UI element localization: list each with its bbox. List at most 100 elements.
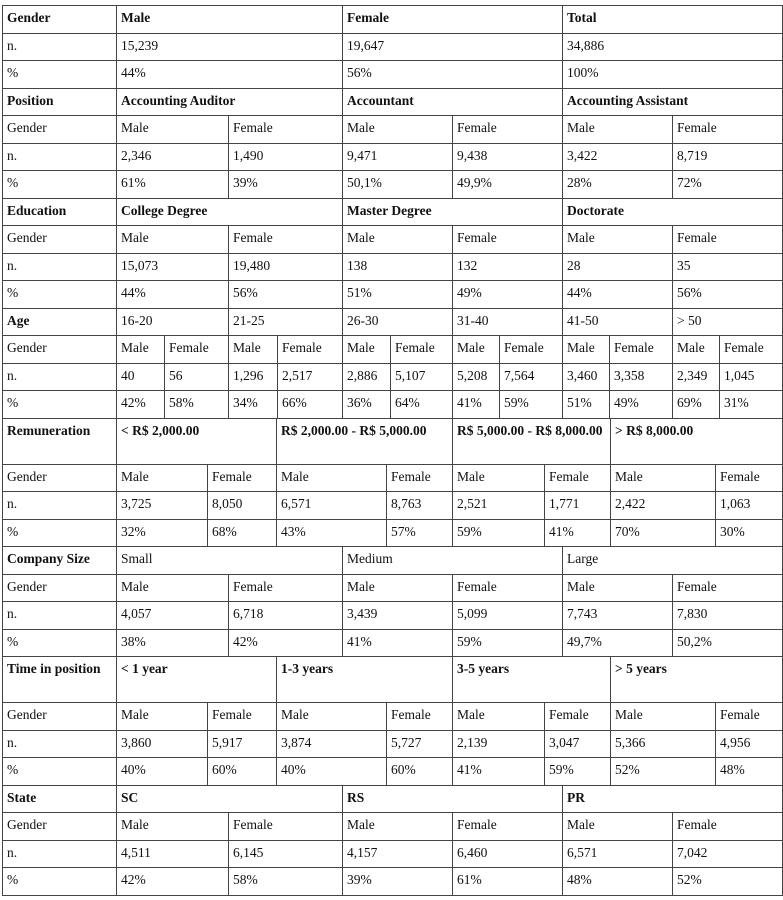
table-cell: Male — [117, 116, 229, 144]
table-cell: 44% — [563, 281, 673, 309]
row-label: Time in position — [3, 657, 117, 703]
table-cell: Male — [117, 226, 229, 254]
row-label: n. — [3, 143, 117, 171]
table-cell: 64% — [391, 391, 453, 419]
table-cell: 6,460 — [453, 840, 563, 868]
table-cell: 59% — [500, 391, 563, 419]
table-cell: 15,073 — [117, 253, 229, 281]
table-cell: 6,145 — [229, 840, 343, 868]
table-cell: 42% — [229, 629, 343, 657]
row-label: n. — [3, 730, 117, 758]
table-cell: 52% — [611, 758, 716, 786]
table-cell: Male — [563, 336, 610, 364]
table-row: n. 4,511 6,145 4,157 6,460 6,571 7,042 — [3, 840, 783, 868]
table-cell: 66% — [278, 391, 343, 419]
table-cell: Male — [117, 574, 229, 602]
table-cell: 42% — [117, 868, 229, 896]
table-cell: 60% — [208, 758, 277, 786]
table-cell: 39% — [229, 171, 343, 199]
table-cell: Male — [117, 464, 208, 492]
table-cell: 2,521 — [453, 492, 545, 520]
table-cell: Accounting Auditor — [117, 88, 343, 116]
table-row: Gender Male Female Male Female Male Female Male… — [3, 464, 783, 492]
table-cell: Female — [229, 116, 343, 144]
table-cell: Male — [611, 464, 716, 492]
table-cell: 3,725 — [117, 492, 208, 520]
table-cell: 9,438 — [453, 143, 563, 171]
table-cell: 2,349 — [673, 363, 720, 391]
table-cell: 7,564 — [500, 363, 563, 391]
table-cell: 7,743 — [563, 602, 673, 630]
table-cell: Female — [673, 226, 783, 254]
table-cell: 7,830 — [673, 602, 783, 630]
table-cell: 5,107 — [391, 363, 453, 391]
table-cell: College Degree — [117, 198, 343, 226]
table-cell: 6,571 — [277, 492, 387, 520]
table-cell: 69% — [673, 391, 720, 419]
table-cell: 56% — [343, 61, 563, 89]
row-label: n. — [3, 33, 117, 61]
table-cell: 56 — [165, 363, 229, 391]
table-cell: 41% — [545, 519, 611, 547]
row-label: Gender — [3, 6, 117, 34]
table-cell: 8,050 — [208, 492, 277, 520]
table-cell: 32% — [117, 519, 208, 547]
table-cell: 58% — [229, 868, 343, 896]
table-cell: 72% — [673, 171, 783, 199]
table-cell: > 50 — [673, 308, 783, 336]
table-row: Education College Degree Master Degree Doct… — [3, 198, 783, 226]
table-cell: 31% — [720, 391, 783, 419]
table-cell: Accounting Assistant — [563, 88, 783, 116]
table-row: n. 15,239 19,647 34,886 — [3, 33, 783, 61]
table-cell: 6,571 — [563, 840, 673, 868]
table-cell: 59% — [545, 758, 611, 786]
table-cell: Male — [117, 336, 165, 364]
table-row: n. 40 56 1,296 2,517 2,886 5,107 5,208 7,564 3,46… — [3, 363, 783, 391]
table-cell: 2,886 — [343, 363, 391, 391]
table-cell: 6,718 — [229, 602, 343, 630]
table-cell: Total — [563, 6, 783, 34]
table-cell: 40% — [117, 758, 208, 786]
table-cell: Male — [563, 226, 673, 254]
table-row: Gender Male Female Male Female Male Female Male… — [3, 336, 783, 364]
table-cell: Small — [117, 547, 343, 575]
table-cell: Male — [343, 813, 453, 841]
table-row: Position Accounting Auditor Accountant Acco… — [3, 88, 783, 116]
row-label: n. — [3, 840, 117, 868]
row-label: Gender — [3, 464, 117, 492]
table-row: % 61% 39% 50,1% 49,9% 28% 72% — [3, 171, 783, 199]
table-row: Time in position < 1 year 1-3 years 3-5 yea… — [3, 657, 783, 703]
table-cell: 50,1% — [343, 171, 453, 199]
table-cell: 100% — [563, 61, 783, 89]
table-cell: 4,511 — [117, 840, 229, 868]
table-cell: Male — [277, 703, 387, 731]
table-cell: 42% — [117, 391, 165, 419]
table-cell: 60% — [387, 758, 453, 786]
table-cell: 5,366 — [611, 730, 716, 758]
table-cell: Female — [453, 116, 563, 144]
table-row: Remuneration < R$ 2,000.00 R$ 2,000.00 - R… — [3, 418, 783, 465]
table-cell: 34% — [229, 391, 278, 419]
table-cell: 51% — [563, 391, 610, 419]
table-cell: Female — [545, 703, 611, 731]
table-cell: 2,139 — [453, 730, 545, 758]
table-cell: 7,042 — [673, 840, 783, 868]
row-label: Gender — [3, 116, 117, 144]
table-cell: Male — [117, 6, 343, 34]
row-label: % — [3, 868, 117, 896]
table-cell: 138 — [343, 253, 453, 281]
table-cell: 15,239 — [117, 33, 343, 61]
table-cell: Female — [343, 6, 563, 34]
table-cell: 58% — [165, 391, 229, 419]
table-cell: 16-20 — [117, 308, 229, 336]
table-cell: 52% — [673, 868, 783, 896]
table-cell: < 1 year — [117, 657, 277, 703]
table-cell: Doctorate — [563, 198, 783, 226]
row-label: Gender — [3, 574, 117, 602]
table-cell: R$ 5,000.00 - R$ 8,000.00 — [453, 418, 611, 465]
table-cell: 8,763 — [387, 492, 453, 520]
row-label: State — [3, 785, 117, 813]
table-cell: 48% — [716, 758, 783, 786]
table-cell: Master Degree — [343, 198, 563, 226]
demographics-table: Gender Male Female Total n. 15,239 19,647 34,88… — [2, 5, 783, 896]
